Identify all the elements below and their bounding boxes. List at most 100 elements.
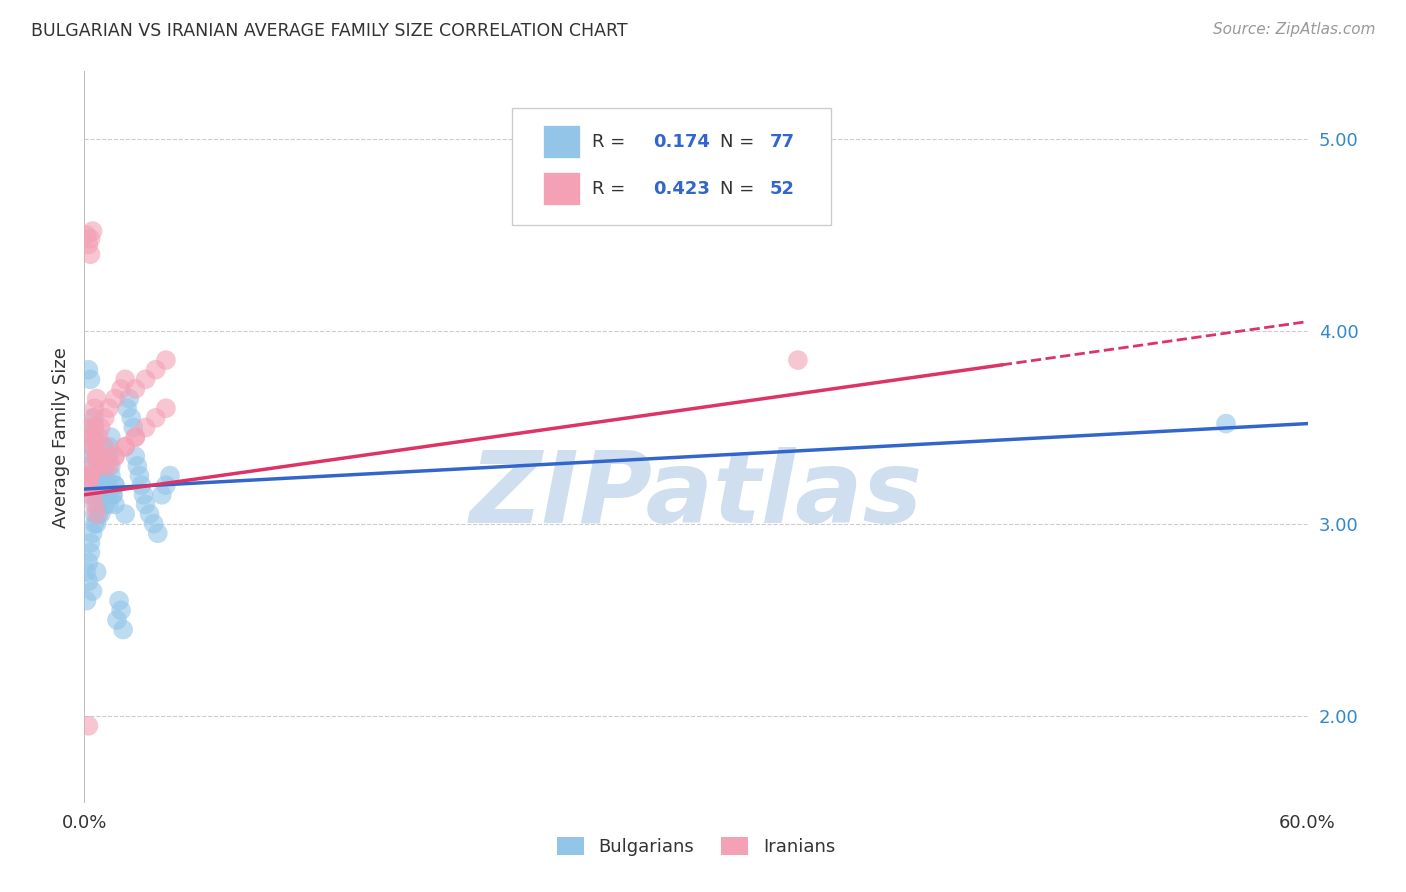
Point — [90, 488, 112, 502]
Text: N =: N = — [720, 180, 755, 198]
Point — [79, 440, 101, 454]
Point — [91, 440, 114, 454]
Point — [142, 516, 165, 531]
Point — [93, 498, 115, 512]
Point — [105, 613, 128, 627]
Point — [108, 593, 131, 607]
Point — [86, 488, 108, 502]
Point — [82, 430, 104, 444]
Point — [1215, 417, 1237, 431]
Text: 77: 77 — [769, 133, 794, 151]
Point — [114, 440, 136, 454]
Point — [86, 450, 108, 464]
Point — [97, 440, 120, 454]
Point — [83, 420, 105, 434]
Point — [82, 450, 104, 464]
Point — [91, 468, 114, 483]
FancyBboxPatch shape — [543, 126, 579, 158]
Point — [77, 478, 100, 492]
Point — [77, 362, 100, 376]
Point — [87, 498, 110, 512]
Point — [93, 458, 115, 473]
Point — [83, 507, 105, 521]
Point — [79, 232, 101, 246]
Point — [124, 430, 146, 444]
Point — [97, 450, 120, 464]
Point — [100, 430, 122, 444]
Point — [87, 468, 110, 483]
Point — [77, 458, 100, 473]
Text: N =: N = — [720, 133, 755, 151]
Point — [124, 450, 146, 464]
Point — [132, 488, 155, 502]
Point — [79, 545, 101, 559]
Point — [114, 440, 136, 454]
Point — [115, 401, 138, 416]
FancyBboxPatch shape — [543, 172, 579, 205]
Point — [90, 420, 112, 434]
Point — [90, 478, 112, 492]
Point — [75, 565, 97, 579]
Point — [82, 440, 104, 454]
Point — [83, 498, 105, 512]
Point — [79, 458, 101, 473]
Point — [93, 410, 115, 425]
Text: 0.174: 0.174 — [654, 133, 710, 151]
Point — [155, 478, 177, 492]
Point — [79, 468, 101, 483]
Point — [145, 410, 167, 425]
Point — [82, 488, 104, 502]
Point — [93, 478, 115, 492]
Point — [131, 478, 153, 492]
Point — [155, 401, 177, 416]
Point — [93, 468, 115, 483]
Point — [114, 507, 136, 521]
Point — [82, 584, 104, 599]
Point — [86, 565, 108, 579]
Point — [96, 478, 118, 492]
Point — [100, 468, 122, 483]
Point — [124, 430, 146, 444]
Text: BULGARIAN VS IRANIAN AVERAGE FAMILY SIZE CORRELATION CHART: BULGARIAN VS IRANIAN AVERAGE FAMILY SIZE… — [31, 22, 627, 40]
Point — [82, 430, 104, 444]
Point — [122, 420, 145, 434]
Point — [150, 488, 173, 502]
Point — [90, 488, 112, 502]
Text: R =: R = — [592, 180, 626, 198]
Text: Source: ZipAtlas.com: Source: ZipAtlas.com — [1212, 22, 1375, 37]
Point — [93, 440, 115, 454]
Point — [86, 516, 108, 531]
Point — [86, 507, 108, 521]
Point — [112, 623, 135, 637]
Point — [159, 468, 181, 483]
Point — [110, 382, 132, 396]
Point — [104, 478, 127, 492]
Point — [86, 450, 108, 464]
Point — [146, 526, 169, 541]
Point — [77, 574, 100, 589]
Text: 0.423: 0.423 — [654, 180, 710, 198]
Point — [79, 468, 101, 483]
Point — [77, 719, 100, 733]
Point — [82, 430, 104, 444]
Point — [86, 498, 108, 512]
Point — [75, 227, 97, 242]
Point — [101, 488, 124, 502]
Point — [104, 450, 127, 464]
Point — [127, 458, 149, 473]
Point — [104, 450, 127, 464]
Point — [90, 507, 112, 521]
Point — [77, 555, 100, 569]
Point — [83, 410, 105, 425]
Point — [97, 401, 120, 416]
Point — [87, 507, 110, 521]
Point — [75, 593, 97, 607]
Point — [145, 362, 167, 376]
Point — [82, 526, 104, 541]
Point — [83, 440, 105, 454]
Point — [83, 401, 105, 416]
Point — [79, 468, 101, 483]
Point — [104, 478, 127, 492]
Point — [97, 458, 120, 473]
Point — [100, 458, 122, 473]
